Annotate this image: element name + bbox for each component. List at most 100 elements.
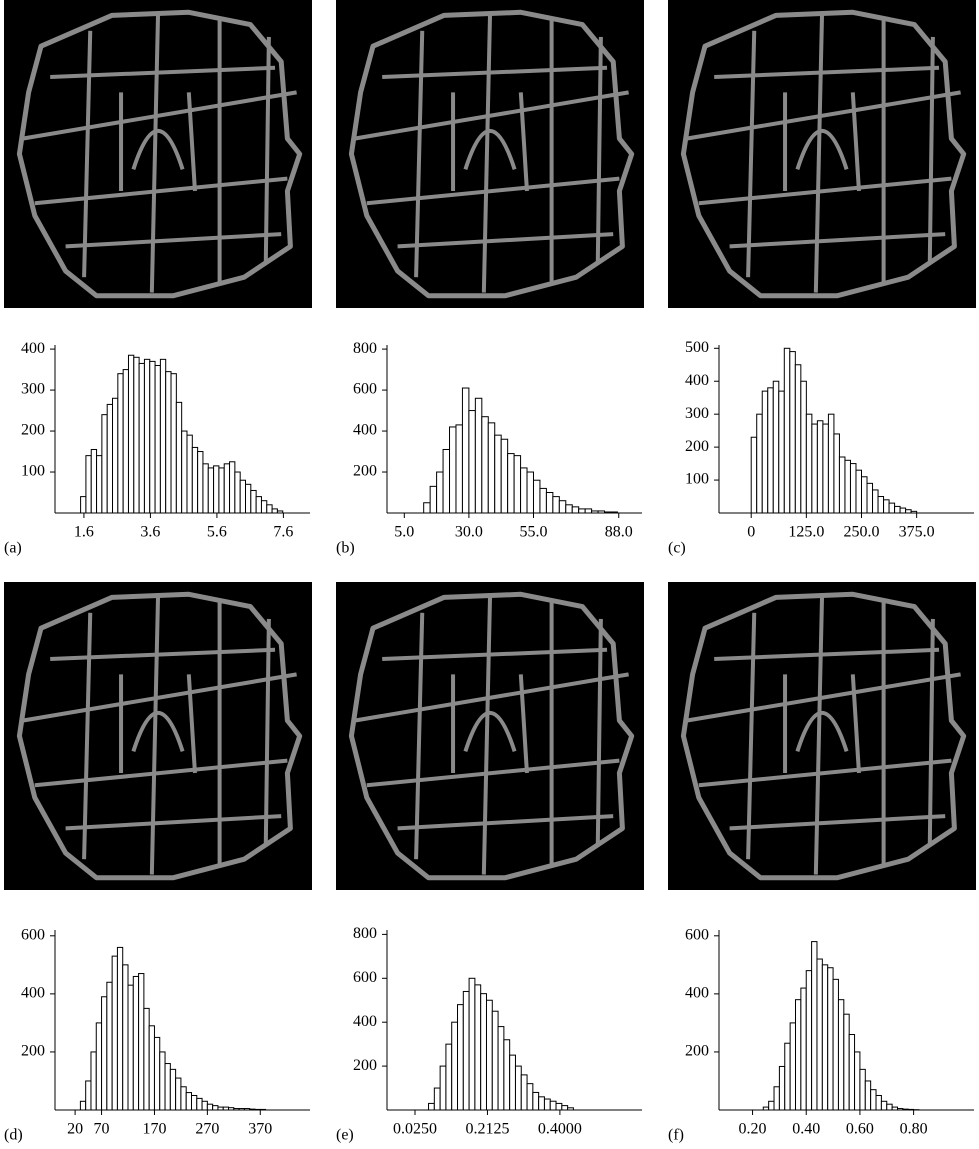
histogram-bar <box>423 502 431 514</box>
map-street <box>82 30 93 278</box>
map-street <box>131 128 185 171</box>
x-tick-label: 0.0250 <box>393 1121 437 1138</box>
histogram-bar <box>181 430 188 514</box>
map-street <box>366 176 620 206</box>
map-street <box>595 618 603 844</box>
map-street <box>263 618 271 844</box>
x-tick-label: 20 <box>67 1121 83 1138</box>
histogram-bar <box>485 999 493 1111</box>
histogram-bar <box>778 1065 786 1111</box>
map-image <box>668 0 976 308</box>
histogram-bar <box>888 502 896 514</box>
histogram-bar <box>875 1094 882 1111</box>
histogram-bar <box>894 505 901 514</box>
histogram-bar <box>191 446 199 514</box>
y-tick-label: 200 <box>685 1043 709 1060</box>
map-outline <box>680 9 967 299</box>
map-street <box>414 30 425 278</box>
histogram-bar <box>201 1100 208 1111</box>
histogram-bar <box>816 958 823 1111</box>
histogram-bar <box>164 1063 171 1111</box>
x-tick-label: 0.80 <box>900 1121 928 1138</box>
y-tick-label: 600 <box>353 969 377 986</box>
map-street <box>927 36 935 262</box>
histogram-bar <box>864 1080 872 1111</box>
histogram-bar <box>877 496 885 514</box>
histogram-bar <box>439 1065 447 1111</box>
histogram-bar <box>543 1098 551 1111</box>
histogram-bar <box>259 1108 267 1111</box>
histogram-bar <box>503 1039 511 1111</box>
y-tick-label: 200 <box>353 463 377 480</box>
histogram-bar <box>571 506 580 514</box>
histogram-bar <box>106 981 113 1111</box>
histogram-bar <box>254 1108 261 1111</box>
histogram-bar <box>910 510 918 514</box>
histogram-bar <box>491 1010 499 1111</box>
histogram-bar <box>532 1091 540 1111</box>
histogram-bar <box>487 422 496 514</box>
histogram-bar <box>816 420 824 514</box>
histogram-bar <box>886 1103 893 1111</box>
histogram-bar <box>844 459 851 514</box>
map-street <box>414 612 425 860</box>
histogram-bar <box>449 426 457 514</box>
y-tick-label: 400 <box>685 372 709 389</box>
histogram-bar <box>112 397 119 514</box>
histogram-bar <box>462 990 470 1111</box>
histogram-bar <box>276 510 284 514</box>
histogram-bar <box>784 1042 791 1111</box>
histogram-bar <box>170 373 177 514</box>
histogram-bar <box>497 1026 505 1111</box>
histogram-bar <box>80 496 87 514</box>
histogram-bar <box>433 1087 441 1111</box>
histogram-bar <box>238 1108 245 1111</box>
histogram-bar <box>494 434 502 514</box>
histogram-bar <box>468 410 476 514</box>
y-tick-label: 600 <box>353 381 377 398</box>
x-tick-label: 5.6 <box>207 524 227 541</box>
histogram-bar <box>249 1108 256 1111</box>
histogram-bar <box>271 508 278 514</box>
map-street <box>729 232 946 249</box>
histogram-bar <box>85 455 92 514</box>
histogram-bar <box>772 380 780 514</box>
histogram-bar <box>217 1106 224 1111</box>
histogram-bar <box>245 483 252 514</box>
map-street <box>595 36 603 262</box>
histogram-bar <box>855 469 862 514</box>
histogram-bar <box>591 510 599 514</box>
histogram-bar <box>500 438 509 514</box>
map-street <box>65 232 282 249</box>
histogram-bar <box>795 999 802 1111</box>
histogram-bar <box>827 413 835 514</box>
histogram-bar <box>750 436 758 514</box>
map-outline <box>348 9 635 299</box>
histogram-bar <box>805 970 813 1111</box>
panel-label: (f) <box>668 1127 684 1144</box>
histogram-bar <box>870 1089 877 1111</box>
histogram-bar <box>143 358 151 514</box>
map-street <box>463 710 517 753</box>
histogram-bar <box>891 1106 899 1111</box>
histogram-bar <box>794 364 802 514</box>
y-tick-label: 300 <box>685 405 709 422</box>
histogram-bar <box>455 424 463 514</box>
map-street <box>795 128 849 171</box>
histogram-bar <box>180 1086 187 1111</box>
histogram-bar <box>95 1022 103 1111</box>
histogram-bar <box>843 1013 850 1111</box>
histogram-bar <box>805 413 813 514</box>
histogram-bar <box>106 403 114 514</box>
y-tick-label: 400 <box>21 985 45 1002</box>
histogram-bar <box>101 414 108 514</box>
panel-label: (b) <box>336 540 355 557</box>
map-street <box>22 672 297 723</box>
map-street <box>686 672 961 723</box>
panel-label: (d) <box>4 1127 23 1144</box>
map-street <box>746 612 757 860</box>
histogram-bar <box>767 387 774 514</box>
histogram-bar <box>153 1036 161 1111</box>
x-tick-label: 0.60 <box>846 1121 874 1138</box>
histogram-bar <box>133 356 140 514</box>
